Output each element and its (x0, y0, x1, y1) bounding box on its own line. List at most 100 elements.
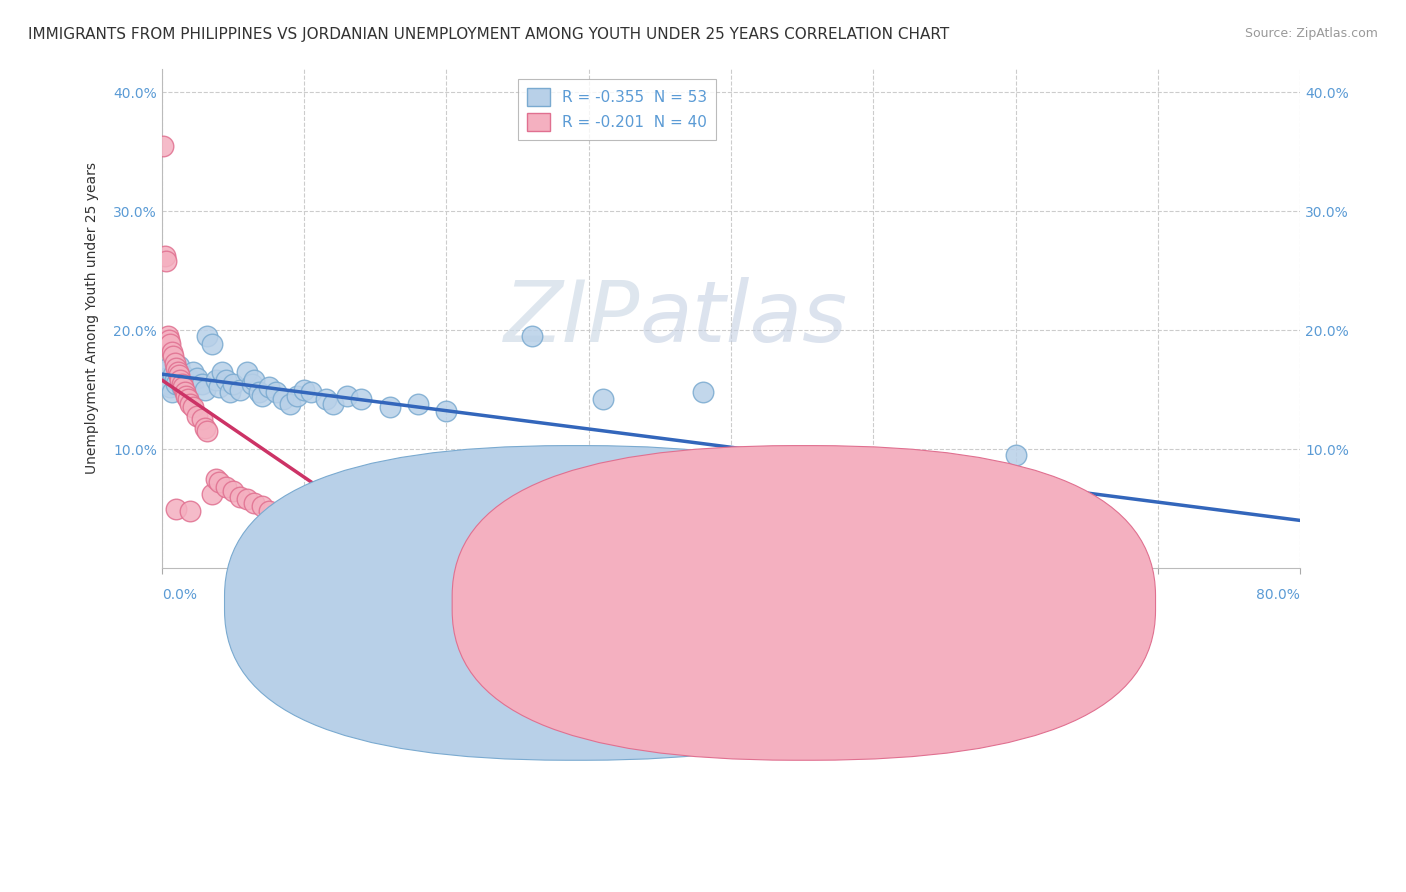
Point (350, 392, 373, 406)
Point (240, 376, 263, 391)
Point (173, 376, 195, 391)
Point (157, 333, 180, 347)
Point (197, 424, 219, 438)
Point (285, 388, 308, 402)
Point (167, 368, 190, 383)
Point (208, 475, 231, 490)
Point (186, 370, 208, 384)
Point (315, 392, 337, 406)
Point (159, 337, 181, 351)
Point (181, 365, 204, 379)
Point (167, 359, 190, 373)
Point (1004, 448, 1026, 462)
Point (169, 373, 191, 387)
Point (219, 384, 242, 399)
Point (162, 349, 184, 363)
Point (692, 384, 714, 399)
Point (156, 329, 179, 343)
Point (165, 376, 187, 391)
Point (179, 504, 201, 518)
Point (205, 373, 228, 387)
Point (208, 380, 231, 394)
Point (378, 401, 401, 415)
Point (215, 373, 238, 387)
Point (179, 373, 201, 387)
Point (157, 376, 180, 391)
Legend: R = -0.355  N = 53, R = -0.201  N = 40: R = -0.355 N = 53, R = -0.201 N = 40 (517, 78, 717, 140)
Point (257, 380, 280, 394)
Point (190, 376, 212, 391)
Point (211, 365, 233, 379)
FancyBboxPatch shape (453, 446, 1156, 760)
Point (186, 409, 208, 423)
Point (520, 329, 543, 343)
Point (236, 491, 259, 506)
Text: Source: ZipAtlas.com: Source: ZipAtlas.com (1244, 27, 1378, 40)
Point (153, 249, 176, 263)
Point (257, 504, 280, 518)
Text: 0.0%: 0.0% (162, 588, 197, 602)
Point (278, 397, 301, 411)
Point (222, 376, 245, 391)
Point (179, 397, 201, 411)
Point (271, 511, 294, 525)
Point (165, 361, 187, 376)
Point (406, 397, 429, 411)
Point (201, 487, 224, 501)
Point (264, 508, 287, 522)
Point (153, 365, 176, 379)
Point (299, 384, 322, 399)
Point (229, 490, 252, 504)
Point (174, 388, 197, 402)
Point (194, 420, 217, 434)
FancyBboxPatch shape (225, 446, 928, 760)
Point (236, 365, 259, 379)
Point (229, 383, 252, 397)
Point (194, 383, 217, 397)
Point (163, 356, 186, 370)
Text: ⬛  Immigrants from Philippines: ⬛ Immigrants from Philippines (583, 603, 796, 617)
Point (155, 370, 177, 384)
Point (278, 513, 301, 527)
Point (152, 138, 174, 153)
Point (285, 516, 308, 530)
Point (292, 383, 315, 397)
Point (155, 254, 177, 268)
Text: ⬛  Jordanians: ⬛ Jordanians (823, 603, 912, 617)
Point (201, 337, 224, 351)
Point (190, 412, 212, 426)
Point (162, 368, 184, 383)
Text: atlas: atlas (640, 277, 848, 359)
Point (172, 368, 194, 383)
Point (165, 501, 187, 516)
Point (250, 499, 273, 513)
Point (250, 388, 273, 402)
Point (197, 329, 219, 343)
Point (166, 365, 188, 379)
Point (166, 365, 188, 379)
Point (169, 373, 191, 387)
Point (170, 376, 193, 391)
Point (205, 472, 228, 486)
Point (247, 384, 270, 399)
Point (176, 384, 198, 399)
Point (173, 384, 195, 399)
Point (264, 384, 287, 399)
Point (215, 480, 238, 494)
Point (170, 380, 193, 394)
Text: ZIP: ZIP (503, 277, 640, 359)
Point (159, 380, 181, 394)
Point (271, 392, 294, 406)
Text: 80.0%: 80.0% (1256, 588, 1301, 602)
Point (172, 380, 194, 394)
Point (222, 483, 245, 498)
Point (336, 388, 359, 402)
Point (160, 344, 183, 359)
Point (176, 392, 198, 406)
Point (436, 404, 458, 418)
Point (322, 397, 344, 411)
Point (160, 384, 183, 399)
Point (163, 373, 186, 387)
Point (243, 373, 266, 387)
Y-axis label: Unemployment Among Youth under 25 years: Unemployment Among Youth under 25 years (86, 162, 100, 475)
